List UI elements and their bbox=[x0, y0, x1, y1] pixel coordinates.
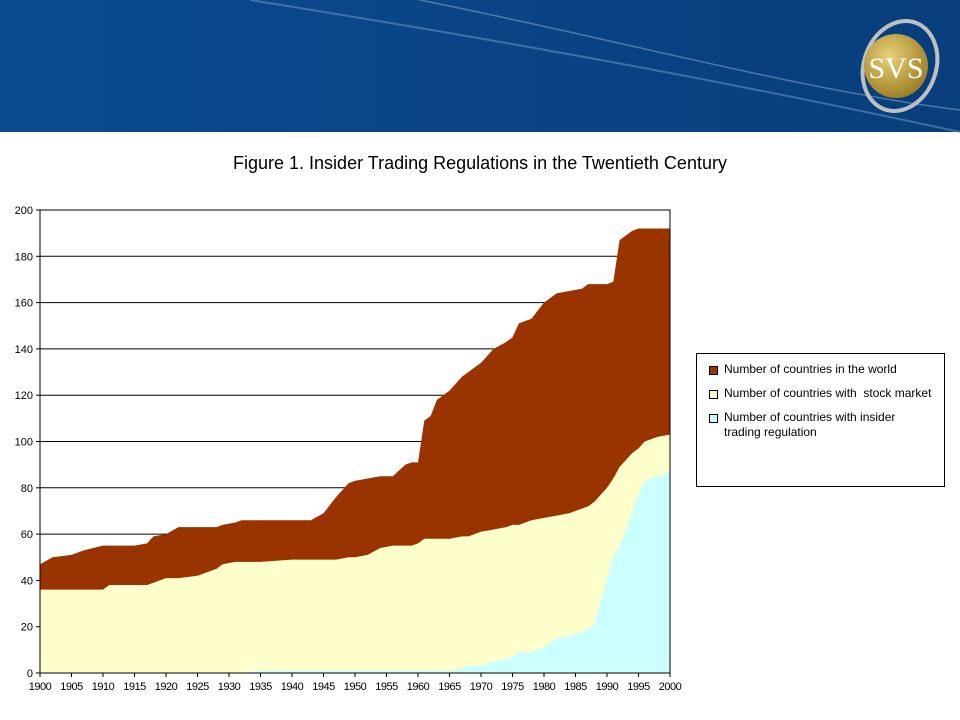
x-tick-label: 1980 bbox=[533, 681, 556, 693]
chart-title: Figure 1. Insider Trading Regulations in… bbox=[233, 153, 727, 173]
x-tick-label: 1920 bbox=[155, 681, 178, 693]
x-tick-label: 1990 bbox=[596, 681, 619, 693]
legend-item: Number of countries with insider trading… bbox=[709, 410, 934, 440]
x-tick-label: 1970 bbox=[470, 681, 493, 693]
header-band bbox=[0, 0, 960, 132]
x-tick-label: 1985 bbox=[564, 681, 587, 693]
logo-ring bbox=[860, 19, 940, 113]
x-tick-label: 1965 bbox=[438, 681, 461, 693]
legend-label: Number of countries with insider trading… bbox=[724, 410, 899, 439]
y-tick-label: 200 bbox=[15, 205, 33, 217]
legend-item: Number of countries with stock market bbox=[709, 386, 934, 401]
header-swoosh bbox=[419, 0, 960, 111]
x-tick-label: 1915 bbox=[123, 681, 146, 693]
area bbox=[40, 471, 670, 673]
y-tick-label: 80 bbox=[21, 483, 33, 495]
legend-label: Number of countries with stock market bbox=[724, 386, 932, 400]
legend-swatch bbox=[709, 390, 718, 399]
legend-swatch bbox=[709, 414, 718, 423]
legend-item: Number of countries in the world bbox=[709, 362, 934, 377]
logo-text: SVS bbox=[868, 52, 923, 85]
x-tick-label: 1925 bbox=[186, 681, 209, 693]
logo-disc bbox=[864, 34, 928, 98]
y-tick-label: 40 bbox=[21, 575, 33, 587]
legend-label: Number of countries in the world bbox=[724, 362, 897, 376]
area bbox=[40, 434, 670, 673]
y-tick-label: 60 bbox=[21, 529, 33, 541]
x-tick-label: 1995 bbox=[627, 681, 650, 693]
x-tick-label: 1955 bbox=[375, 681, 398, 693]
y-tick-label: 180 bbox=[15, 251, 33, 263]
x-tick-label: 1910 bbox=[92, 681, 115, 693]
y-tick-label: 100 bbox=[15, 437, 33, 449]
y-tick-label: 140 bbox=[15, 344, 33, 356]
y-tick-label: 160 bbox=[15, 298, 33, 310]
x-tick-label: 2000 bbox=[659, 681, 682, 693]
legend: Number of countries in the world Number o… bbox=[696, 353, 945, 487]
x-tick-label: 1930 bbox=[218, 681, 241, 693]
x-tick-label: 1945 bbox=[312, 681, 335, 693]
legend-swatch bbox=[709, 366, 718, 375]
header-swoosh bbox=[249, 0, 960, 133]
y-tick-label: 0 bbox=[27, 668, 33, 680]
x-tick-label: 1940 bbox=[281, 681, 304, 693]
x-tick-label: 1935 bbox=[249, 681, 272, 693]
x-tick-label: 1900 bbox=[29, 681, 52, 693]
x-tick-label: 1905 bbox=[60, 681, 83, 693]
x-tick-label: 1960 bbox=[407, 681, 430, 693]
y-tick-label: 20 bbox=[21, 622, 33, 634]
y-tick-label: 120 bbox=[15, 390, 33, 402]
x-tick-label: 1975 bbox=[501, 681, 524, 693]
x-tick-label: 1950 bbox=[344, 681, 367, 693]
